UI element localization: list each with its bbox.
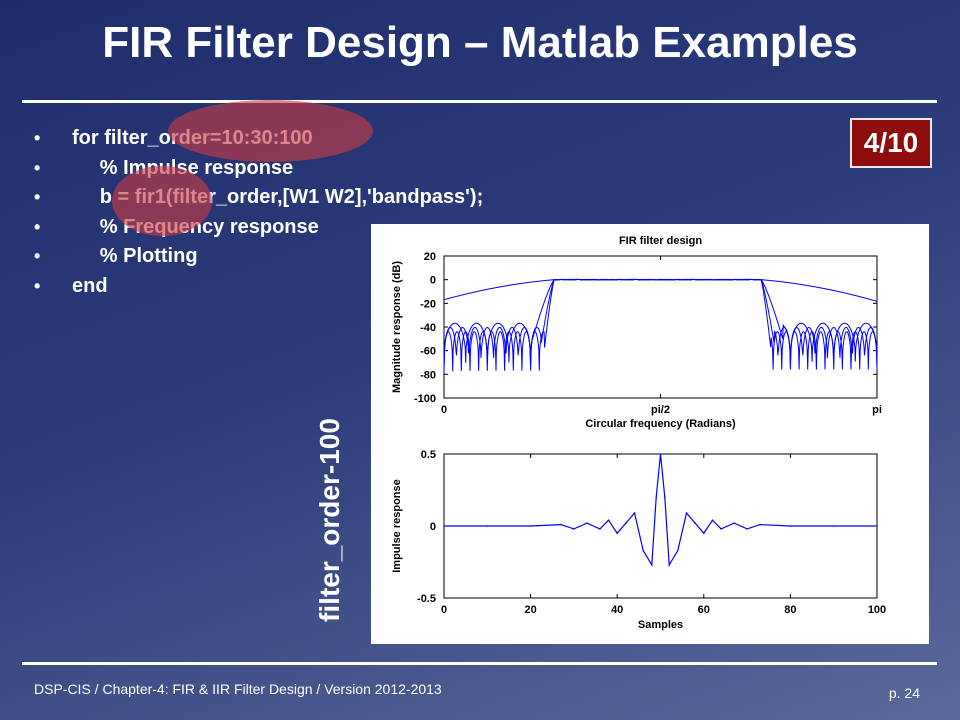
impulse-point bbox=[659, 453, 662, 455]
filter-order-label: filter_order-100 bbox=[314, 418, 345, 622]
bullet-text: end bbox=[72, 274, 108, 297]
magnitude-y-tick-label: -20 bbox=[420, 298, 436, 310]
magnitude-x-tick-label: pi bbox=[872, 404, 882, 416]
bullet-dot-icon: • bbox=[34, 216, 41, 237]
bullet-dot-icon: • bbox=[34, 128, 41, 149]
magnitude-y-tick-label: -80 bbox=[420, 369, 436, 381]
impulse-point bbox=[694, 522, 696, 524]
impulse-point bbox=[616, 532, 618, 534]
bullet-dot-icon: • bbox=[34, 275, 41, 296]
magnitude-y-tick-label: 20 bbox=[424, 251, 436, 263]
impulse-point bbox=[876, 525, 878, 527]
impulse-point bbox=[607, 519, 610, 521]
bullet-dot-icon: • bbox=[34, 187, 41, 208]
impulse-point bbox=[789, 525, 792, 527]
impulse-point bbox=[711, 519, 714, 521]
impulse-point bbox=[664, 496, 666, 499]
bullet-dot-icon: • bbox=[34, 157, 41, 178]
highlight-ellipse-order bbox=[168, 100, 373, 162]
magnitude-x-tick-label: pi/2 bbox=[651, 404, 670, 416]
impulse-point bbox=[703, 532, 705, 534]
bullet-dot-icon: • bbox=[34, 246, 41, 267]
magnitude-y-tick-label: 0 bbox=[430, 275, 436, 287]
impulse-x-tick-label: 40 bbox=[611, 604, 623, 616]
impulse-y-tick-label: 0 bbox=[430, 521, 436, 533]
footer-divider bbox=[22, 662, 937, 665]
impulse-point bbox=[832, 525, 835, 527]
impulse-x-tick-label: 100 bbox=[868, 604, 886, 616]
impulse-point bbox=[655, 496, 657, 499]
magnitude-y-tick-label: -100 bbox=[414, 393, 436, 405]
impulse-point bbox=[560, 523, 562, 526]
impulse-point bbox=[668, 564, 670, 566]
matlab-figure: FIR filter design 20 0 -20 -40 -60 -80 -100 0 pi/… bbox=[371, 224, 929, 644]
magnitude-series-line bbox=[443, 278, 878, 373]
impulse-x-tick-label: 20 bbox=[524, 604, 536, 616]
magnitude-x-tick-label: 0 bbox=[441, 404, 447, 416]
impulse-y-tick-label: -0.5 bbox=[417, 593, 436, 605]
impulse-point bbox=[685, 512, 688, 514]
highlight-ellipse-fir1 bbox=[112, 166, 212, 236]
impulse-point bbox=[599, 528, 601, 530]
bullet-item: • % Plotting bbox=[34, 242, 614, 272]
impulse-point bbox=[633, 512, 636, 514]
slide-title: FIR Filter Design – Matlab Examples bbox=[102, 18, 858, 67]
impulse-x-tick-label: 0 bbox=[441, 604, 447, 616]
impulse-series-line bbox=[444, 453, 877, 567]
impulse-y-label: Impulse response bbox=[391, 479, 403, 573]
impulse-x-tick-label: 60 bbox=[698, 604, 710, 616]
page-number: p. 24 bbox=[888, 685, 920, 701]
title-divider bbox=[22, 100, 937, 103]
magnitude-y-label: Magnitude response (dB) bbox=[391, 261, 403, 393]
magnitude-x-label: Circular frequency (Radians) bbox=[585, 418, 736, 430]
magnitude-plot-title: FIR filter design bbox=[619, 235, 702, 247]
impulse-point bbox=[573, 528, 575, 530]
impulse-point bbox=[625, 522, 627, 524]
footer-text: DSP-CIS / Chapter-4: FIR & IIR Filter De… bbox=[34, 681, 442, 697]
bullet-text: % Plotting bbox=[72, 245, 198, 268]
impulse-point bbox=[486, 525, 489, 527]
bullet-item: • % Impulse response bbox=[34, 154, 614, 184]
impulse-point bbox=[746, 528, 748, 530]
magnitude-y-tick-label: -40 bbox=[420, 322, 436, 334]
impulse-x-tick-label: 80 bbox=[784, 604, 796, 616]
impulse-point bbox=[586, 522, 588, 524]
impulse-point bbox=[642, 549, 644, 552]
impulse-point bbox=[733, 522, 735, 524]
impulse-x-label: Samples bbox=[638, 619, 683, 631]
impulse-point bbox=[720, 528, 722, 530]
impulse-point bbox=[677, 549, 679, 552]
impulse-point bbox=[529, 525, 532, 527]
impulse-point bbox=[759, 523, 761, 526]
magnitude-y-tick-label: -60 bbox=[420, 346, 436, 358]
bullet-item: • end bbox=[34, 272, 614, 302]
impulse-y-tick-label: 0.5 bbox=[421, 449, 436, 461]
progress-badge: 4/10 bbox=[850, 118, 932, 168]
matlab-figure-canvas: FIR filter design 20 0 -20 -40 -60 -80 -100 0 pi/… bbox=[391, 235, 886, 631]
impulse-point bbox=[651, 564, 653, 566]
impulse-point bbox=[443, 525, 445, 527]
